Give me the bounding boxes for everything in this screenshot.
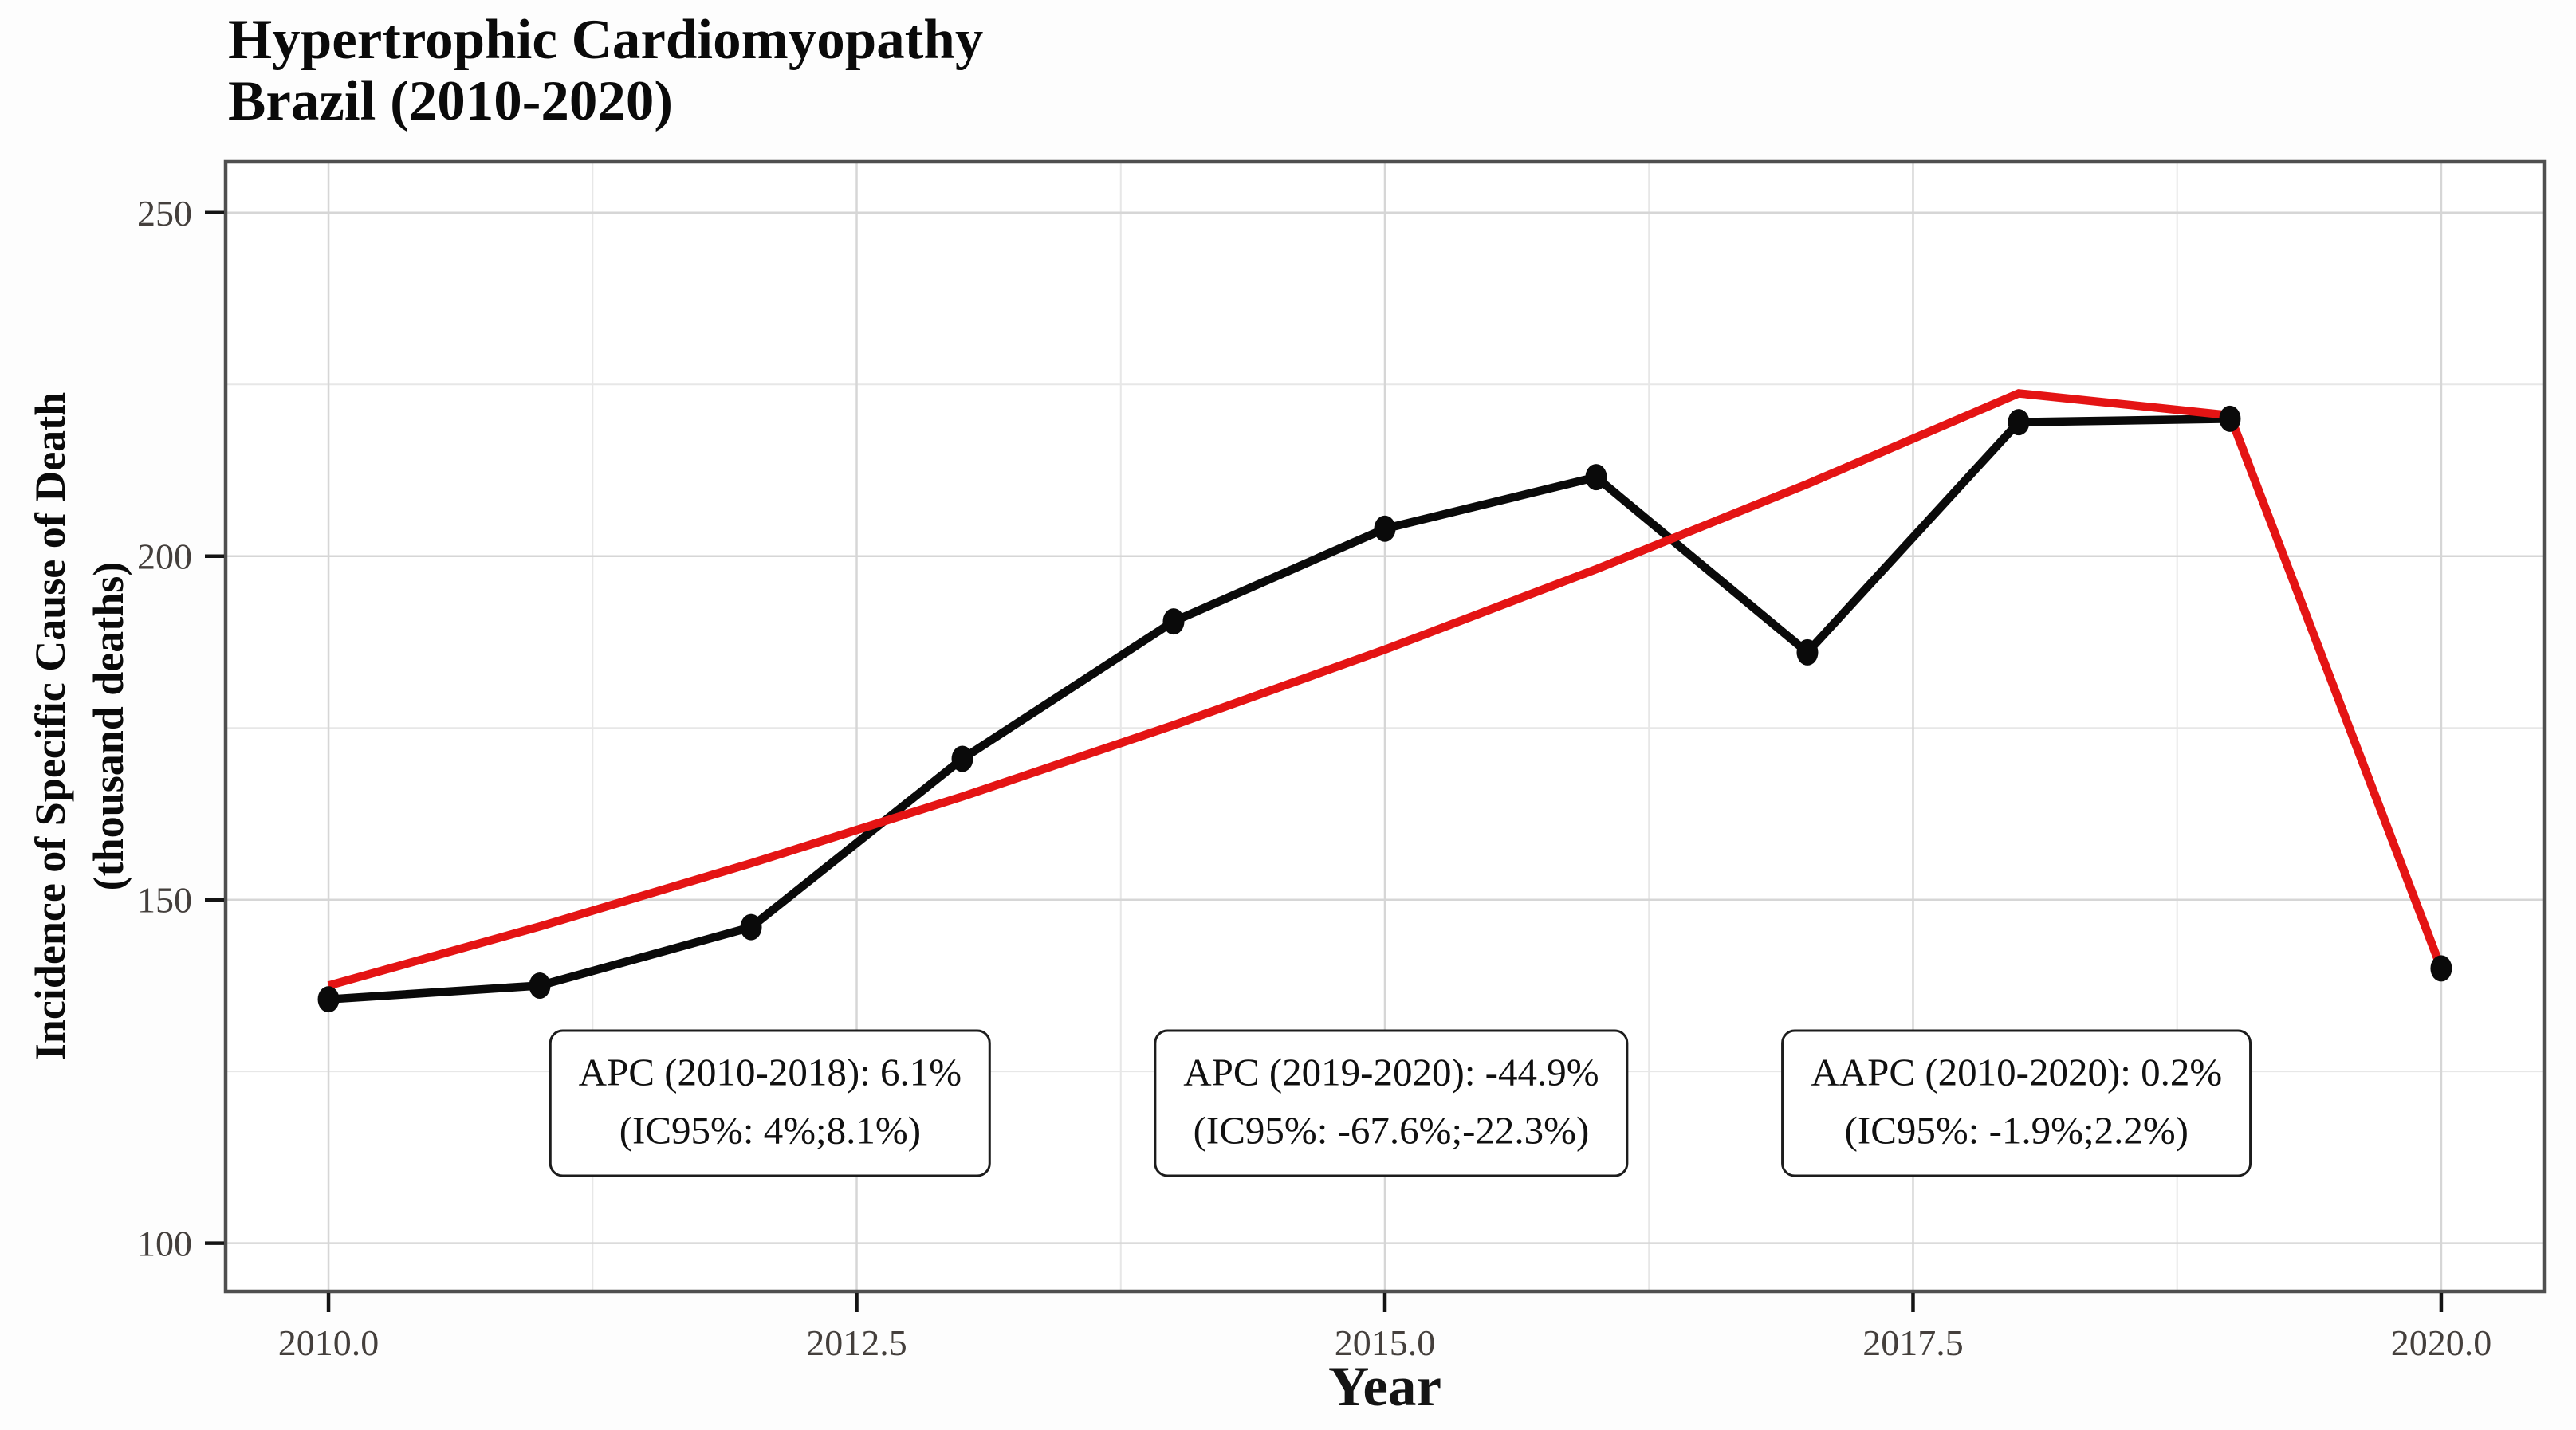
y-tick-label: 100	[137, 1224, 192, 1264]
x-tick-label: 2010.0	[278, 1322, 380, 1363]
annotation-text: AAPC (2010-2020): 0.2%	[1811, 1050, 2223, 1094]
annotation-text: (IC95%: 4%;8.1%)	[619, 1108, 922, 1153]
x-tick-label: 2012.5	[806, 1322, 907, 1363]
x-tick-label: 2015.0	[1335, 1322, 1436, 1363]
observed-incidence-point	[951, 745, 973, 772]
x-tick-label: 2017.5	[1862, 1322, 1964, 1363]
annotation-text: APC (2010-2018): 6.1%	[578, 1050, 962, 1094]
joinpoint-regression-model-line	[327, 389, 2445, 990]
y-axis-title: Incidence of Specific Cause of Death (th…	[22, 392, 138, 1060]
x-axis-title: Year	[1328, 1356, 1441, 1418]
observed-incidence-point	[317, 986, 340, 1013]
observed-incidence-point	[2430, 955, 2452, 982]
observed-incidence-point	[2219, 405, 2241, 432]
annotation-box-aapc-2010-2020: AAPC (2010-2020): 0.2% (IC95%: -1.9%;2.2…	[1781, 1029, 2252, 1177]
observed-incidence-point	[529, 972, 551, 999]
chart-title-line1: Hypertrophic Cardiomyopathy	[228, 9, 984, 71]
y-tick-label: 200	[137, 536, 192, 577]
observed-incidence-point	[1162, 608, 1185, 635]
observed-incidence-point	[1585, 464, 1607, 491]
chart-title-line2: Brazil (2010-2020)	[228, 70, 674, 133]
y-axis-title-line1: Incidence of Specific Cause of Death	[26, 391, 75, 1061]
x-tick-label: 2020.0	[2391, 1322, 2492, 1363]
y-axis-title-line2: (thousand deaths)	[85, 561, 132, 891]
observed-incidence-point	[1796, 638, 1819, 666]
annotation-text: APC (2019-2020): -44.9%	[1183, 1050, 1599, 1094]
panel-border	[223, 159, 2547, 1294]
annotation-text: (IC95%: -67.6%;-22.3%)	[1193, 1108, 1590, 1153]
annotation-box-apc-2010-2018: APC (2010-2018): 6.1% (IC95%: 4%;8.1%)	[549, 1029, 992, 1177]
chart-title: Hypertrophic Cardiomyopathy Brazil (2010…	[228, 9, 984, 133]
observed-incidence-point	[740, 913, 762, 941]
y-tick-label: 150	[137, 880, 192, 921]
observed-incidence-point	[2008, 409, 2030, 436]
annotation-box-apc-2019-2020: APC (2019-2020): -44.9% (IC95%: -67.6%;-…	[1154, 1029, 1629, 1177]
observed-incidence-point	[1374, 515, 1396, 542]
observed-incidence-line	[328, 414, 2231, 1004]
annotation-text: (IC95%: -1.9%;2.2%)	[1844, 1108, 2189, 1153]
y-tick-label: 250	[137, 193, 192, 234]
